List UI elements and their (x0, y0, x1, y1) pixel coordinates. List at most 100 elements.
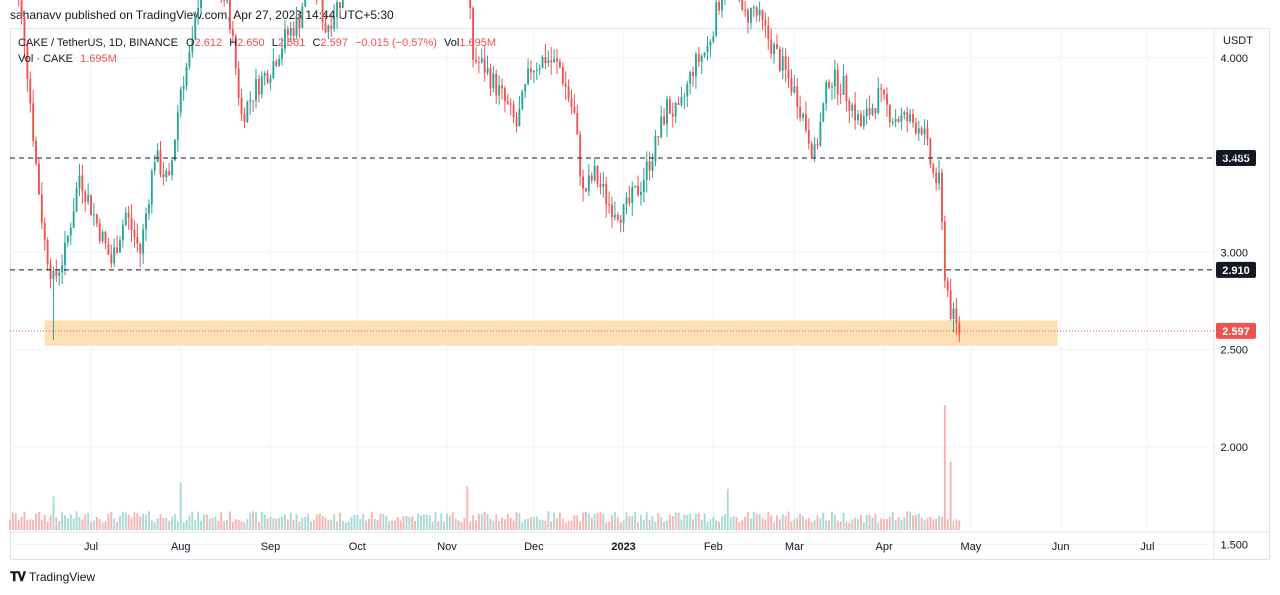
volume-bar (437, 520, 440, 530)
candle-body (816, 143, 819, 146)
candle-body (66, 235, 69, 243)
volume-bar (243, 522, 246, 530)
candle-body (564, 83, 567, 87)
candle-body (906, 112, 909, 122)
volume-bar (168, 520, 171, 530)
candle-body (567, 86, 570, 99)
volume-bar (165, 517, 168, 530)
volume-bar (677, 512, 680, 530)
candle-body (188, 52, 191, 67)
y-tick-label: 3.500 (1220, 150, 1248, 162)
volume-bar (101, 522, 104, 530)
volume-bar (721, 516, 723, 530)
volume-bars (9, 405, 961, 530)
open-label: O (186, 37, 195, 49)
volume-bar (819, 518, 822, 530)
tradingview-logo-text[interactable]: TradingView (29, 570, 96, 584)
candle-body (833, 69, 836, 87)
candle-body (943, 221, 946, 281)
volume-bar (515, 511, 518, 530)
volume-bar (9, 519, 11, 530)
volume-bar (226, 519, 229, 530)
volume-bar (764, 519, 767, 530)
x-tick-label: May (960, 541, 981, 553)
candle-body (822, 103, 825, 122)
volume-bar (188, 515, 191, 530)
candle-body (127, 212, 130, 218)
volume-bar (587, 513, 590, 530)
candle-body (49, 264, 52, 280)
volume-bar (674, 512, 677, 530)
price-label: 2.910 (1222, 265, 1250, 277)
volume-bar (599, 511, 602, 530)
volume-bar (466, 486, 469, 530)
price-label-bg (1216, 322, 1256, 339)
volume-bar (463, 517, 466, 530)
volume-bar (941, 516, 943, 530)
vol-value: 1.695M (459, 37, 497, 49)
candle-body (498, 85, 501, 96)
volume-bar (857, 519, 859, 530)
candle-body (223, 0, 226, 1)
volume-series-label[interactable]: Vol · CAKE (18, 53, 74, 65)
volume-bar (255, 512, 257, 530)
volume-bar (544, 520, 547, 530)
volume-bar (249, 512, 252, 530)
volume-bar (217, 520, 220, 530)
volume-bar (602, 513, 605, 530)
volume-bar (955, 519, 958, 530)
price-axis[interactable]: 6.0005.5005.0004.5004.0003.5003.0002.500… (1220, 0, 1253, 551)
candle-body (185, 66, 188, 86)
volume-bar (865, 514, 868, 530)
volume-bar (14, 513, 17, 530)
candle-body (324, 22, 327, 33)
candle-body (58, 272, 61, 276)
volume-bar (495, 514, 498, 530)
candle-body (486, 68, 489, 73)
candle-body (668, 98, 671, 114)
candle-body (246, 101, 249, 123)
volume-bar (408, 516, 411, 530)
candle-body (26, 45, 29, 79)
volume-bar (333, 514, 336, 530)
volume-bar (833, 514, 836, 530)
volume-bar (631, 515, 634, 530)
volume-bar (179, 482, 182, 530)
chart-frame[interactable] (10, 28, 1270, 560)
candle-body (107, 243, 110, 255)
volume-bar (883, 519, 885, 530)
volume-bar (396, 517, 399, 530)
volume-bar (307, 513, 310, 530)
high-value: 2.650 (237, 37, 265, 49)
candle-body (243, 114, 246, 123)
candle-body (255, 78, 257, 101)
candle-body (550, 60, 553, 63)
candle-body (506, 101, 509, 104)
time-axis[interactable]: Jul Aug Sep Oct Nov Dec 2023 Feb Mar Apr May Jun Jul (84, 541, 1154, 553)
volume-bar (773, 522, 776, 530)
tradingview-logo-icon[interactable]: 𝐓𝐕 (10, 569, 26, 584)
volume-bar (477, 513, 480, 530)
volume-bar (943, 405, 946, 530)
candle-body (570, 98, 573, 107)
volume-bar (336, 521, 338, 530)
symbol-name[interactable]: CAKE / TetherUS, 1D, BINANCE (18, 37, 178, 49)
candle-body (40, 194, 43, 223)
volume-bar (356, 515, 359, 530)
close-label: C (312, 37, 321, 49)
volume-bar (593, 514, 596, 530)
y-tick-label: 2.000 (1220, 442, 1248, 454)
candle-body (197, 7, 200, 17)
candle-body (541, 56, 544, 68)
candlesticks[interactable] (9, 0, 961, 342)
candle-body (200, 0, 202, 8)
candle-body (78, 175, 81, 189)
candle-body (98, 223, 101, 242)
volume-bar (625, 512, 628, 530)
volume-bar (17, 519, 20, 530)
candle-body (755, 7, 758, 16)
candle-body (266, 73, 269, 83)
volume-bar (784, 516, 787, 530)
